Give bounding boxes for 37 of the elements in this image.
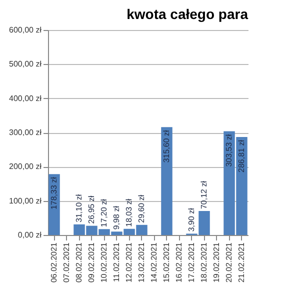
x-tick-label: 15.02.2021 <box>162 242 171 283</box>
data-label: 17,20 zł <box>99 198 108 228</box>
bar <box>161 127 172 235</box>
x-tick-label: 07.02.2021 <box>62 242 71 283</box>
y-tick-label: 300,00 zł <box>9 128 42 137</box>
x-tick-label: 12.02.2021 <box>124 242 134 283</box>
x-tick-label: 10.02.2021 <box>99 242 108 283</box>
data-label: 29,60 zł <box>136 194 146 223</box>
x-tick-label: 20.02.2021 <box>224 242 234 283</box>
x-tick-label: 16.02.2021 <box>174 242 184 283</box>
data-label: 315,60 zł <box>162 130 171 163</box>
x-tick-label: 11.02.2021 <box>112 242 121 282</box>
y-tick-label: 600,00 zł <box>9 26 42 34</box>
x-tick-label: 08.02.2021 <box>74 242 84 283</box>
y-tick-label: 500,00 zł <box>9 60 42 69</box>
data-label: 178,33 zł <box>49 176 58 210</box>
x-tick-label: 06.02.2021 <box>49 242 58 283</box>
data-label: 286,81 zł <box>236 140 246 172</box>
data-label: 9,98 zł <box>112 206 121 230</box>
data-label: 70,12 zł <box>199 180 208 210</box>
y-tick-label: 200,00 zł <box>9 162 42 172</box>
x-tick-label: 18.02.2021 <box>199 242 208 283</box>
chart-title: kwota całego para <box>126 6 248 22</box>
y-tick-label: 0,00 zł <box>18 230 42 240</box>
x-tick-label: 21.02.2021 <box>236 242 246 283</box>
x-tick-label: 09.02.2021 <box>86 242 96 283</box>
x-tick-label: 17.02.2021 <box>186 242 196 283</box>
data-label: 18,03 zł <box>124 198 134 227</box>
data-label: 303,53 zł <box>224 134 234 167</box>
y-tick-label: 400,00 zł <box>9 94 42 103</box>
x-tick-label: 19.02.2021 <box>212 242 221 283</box>
data-label: 3,90 zł <box>186 208 196 232</box>
y-tick-label: 100,00 zł <box>9 196 42 206</box>
x-tick-label: 13.02.2021 <box>136 242 146 283</box>
data-label: 31,10 zł <box>74 194 84 222</box>
data-label: 26,95 zł <box>86 196 96 224</box>
x-tick-label: 14.02.2021 <box>149 242 158 283</box>
